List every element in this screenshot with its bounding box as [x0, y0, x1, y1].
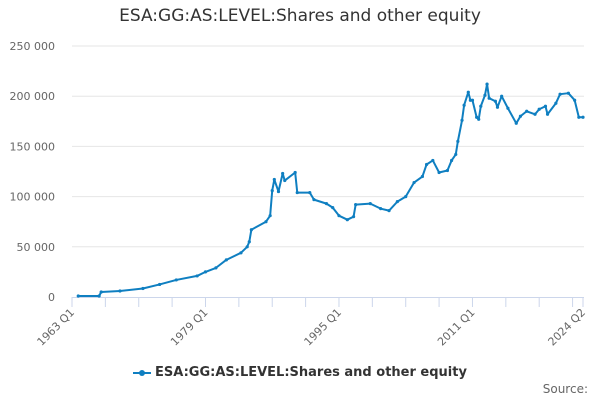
series-line — [78, 83, 583, 297]
x-tick-label: 1979 Q1 — [168, 306, 211, 349]
data-point — [264, 220, 268, 224]
y-tick-label: 50 000 — [17, 241, 56, 254]
data-point — [387, 209, 391, 213]
data-point — [493, 99, 497, 103]
data-point — [581, 115, 585, 119]
data-point — [518, 114, 523, 118]
y-tick-label: 250 000 — [10, 40, 56, 53]
plot-area — [76, 82, 585, 298]
data-point — [249, 228, 253, 232]
x-tick-label: 2024 Q2 — [546, 306, 589, 349]
y-tick-label: 150 000 — [10, 140, 56, 153]
y-axis: 0 50 000 100 000 150 000 200 000 250 000 — [10, 40, 56, 304]
data-point — [483, 93, 487, 97]
legend-item[interactable]: ESA:GG:AS:LEVEL:Shares and other equity — [0, 365, 600, 380]
data-point — [276, 189, 281, 194]
x-tick-label: 1995 Q1 — [302, 306, 345, 349]
data-point — [460, 118, 464, 122]
data-point — [454, 152, 458, 157]
data-point — [293, 170, 297, 175]
data-point — [537, 107, 541, 111]
data-point — [573, 98, 577, 102]
data-point — [525, 109, 529, 113]
chart-title: ESA:GG:AS:LEVEL:Shares and other equity — [119, 6, 481, 26]
y-tick-label: 0 — [48, 291, 55, 304]
legend-symbol — [133, 369, 152, 376]
data-point — [76, 294, 80, 298]
data-point — [195, 274, 199, 278]
data-point — [456, 139, 460, 143]
data-point — [283, 178, 287, 183]
data-point — [577, 115, 581, 119]
data-point — [404, 195, 408, 199]
data-point — [420, 174, 424, 179]
data-point — [566, 91, 571, 95]
x-tick-label: 2011 Q1 — [435, 306, 478, 349]
source-label: Source: — [542, 382, 588, 396]
data-point — [554, 101, 558, 105]
data-point — [97, 294, 101, 298]
x-axis: 1963 Q1 1979 Q1 1995 Q1 2011 Q1 2024 Q2 — [35, 297, 589, 349]
data-point — [445, 168, 450, 173]
data-point — [224, 258, 228, 262]
y-tick-label: 100 000 — [10, 191, 56, 204]
data-point — [479, 104, 483, 108]
data-point — [558, 92, 562, 96]
data-point — [424, 162, 429, 167]
data-point — [470, 98, 475, 102]
data-point — [437, 170, 441, 175]
x-tick-label: 1963 Q1 — [35, 306, 78, 349]
data-point — [268, 214, 272, 218]
data-point — [295, 190, 299, 195]
data-point — [514, 121, 518, 125]
data-point — [462, 103, 466, 107]
data-point — [395, 200, 399, 204]
data-point — [141, 286, 145, 291]
data-point — [351, 215, 356, 219]
data-point — [281, 171, 285, 176]
data-point — [239, 251, 243, 255]
data-point — [487, 96, 491, 100]
data-point — [203, 270, 208, 274]
data-point — [312, 198, 316, 202]
data-point — [174, 278, 178, 282]
gridlines — [72, 45, 584, 248]
data-point — [545, 112, 550, 116]
data-point — [500, 94, 504, 98]
data-point — [477, 117, 481, 121]
data-point — [354, 203, 358, 207]
data-point — [118, 289, 122, 293]
data-point — [485, 82, 489, 86]
data-point — [308, 190, 312, 195]
data-point — [431, 158, 435, 163]
data-point — [245, 245, 249, 249]
data-point — [345, 218, 349, 222]
data-point — [158, 282, 162, 287]
data-point — [475, 115, 479, 119]
data-point — [99, 290, 103, 294]
data-point — [337, 214, 341, 218]
data-point — [495, 105, 500, 109]
data-point — [412, 180, 416, 185]
data-point — [506, 106, 510, 110]
data-point — [324, 202, 329, 206]
legend-label: ESA:GG:AS:LEVEL:Shares and other equity — [155, 365, 467, 380]
data-point — [533, 112, 537, 116]
data-point — [543, 104, 548, 108]
data-point — [272, 177, 276, 182]
data-point — [379, 207, 383, 211]
data-point — [270, 188, 274, 193]
data-point — [368, 202, 372, 206]
data-point — [466, 90, 470, 94]
data-point — [331, 206, 335, 210]
data-point — [214, 266, 218, 270]
data-point — [450, 158, 454, 163]
data-point — [247, 240, 251, 244]
y-tick-label: 200 000 — [10, 90, 56, 103]
